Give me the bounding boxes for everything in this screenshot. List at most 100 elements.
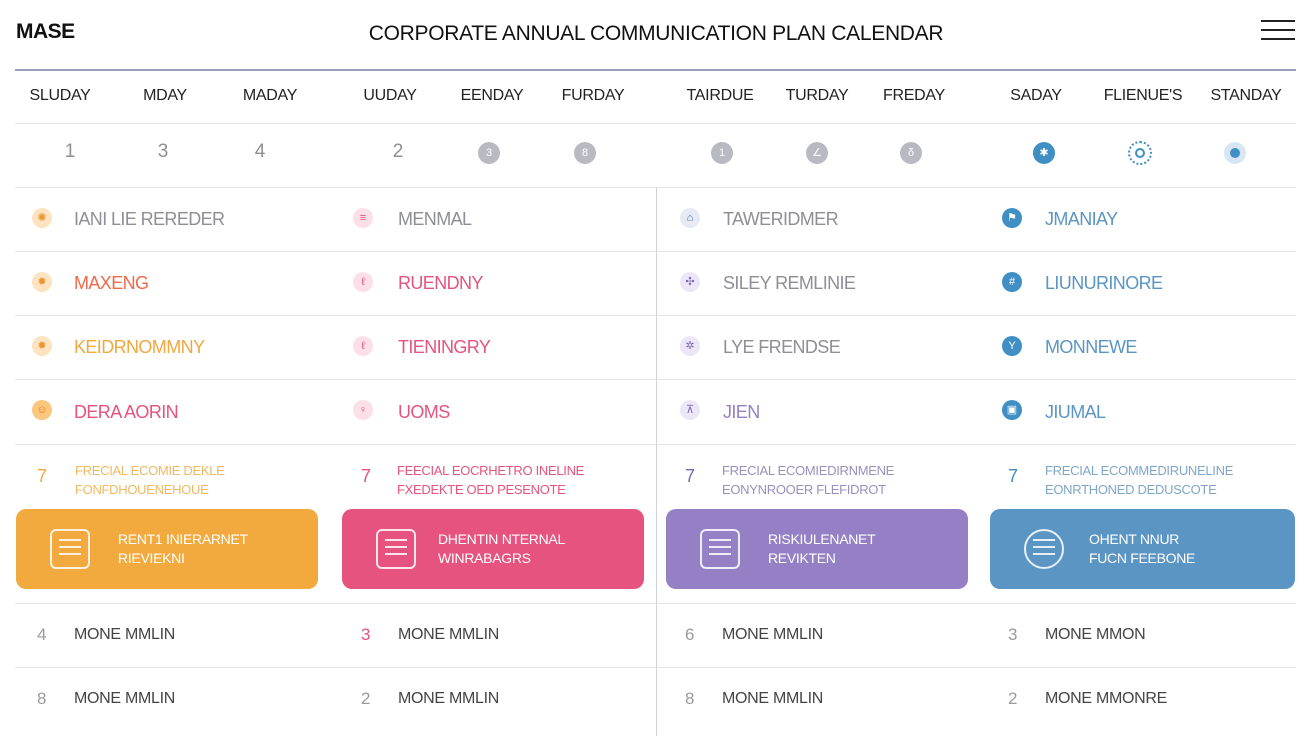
event-label: RUENDNY [398,273,483,293]
row-divider [15,315,1296,316]
hash-icon: # [1002,272,1022,292]
event-item[interactable]: ⌂ TAWERIDMER [680,188,980,252]
row-divider [15,603,1296,604]
page-title: CORPORATE ANNUAL COMMUNICATION PLAN CALE… [368,22,944,45]
month-item[interactable]: MONE MMLIN [722,626,824,643]
month-item[interactable]: MONE MMLIN [74,690,176,707]
cup-icon: Y [1002,336,1022,356]
event-item[interactable]: ⚑ JMANIAY [1002,188,1302,252]
row-divider [15,187,1296,188]
event-label: JMANIAY [1045,209,1118,229]
hamburger-menu-icon[interactable] [1261,20,1295,42]
month-number: 8 [685,689,695,708]
sparkle-icon[interactable] [1224,142,1246,164]
card-subtitle: REVIKTEN [768,550,836,566]
note-number: 7 [37,466,48,486]
day-label: MDAY [143,87,187,104]
day-dot-icon[interactable]: 8 [574,142,596,164]
campaign-card[interactable]: OHENT NNUR FUCN FEEBONE [990,509,1295,589]
day-header-row: SLUDAY MDAY MADAY UUDAY EENDAY FURDAY TA… [0,71,1312,123]
month-item[interactable]: MONE MMONRE [1045,690,1168,707]
note-line: FRECIAL ECOMIEDIRNMENE [722,463,895,478]
month-item[interactable]: MONE MMLIN [398,690,500,707]
note-text: FRECIAL ECOMIEDIRNMENE EONYNROOER FLEFID… [722,461,982,499]
event-item[interactable]: ℓ TIENINGRY [353,316,653,380]
row-divider [15,123,1296,124]
month-item[interactable]: MONE MMLIN [74,626,176,643]
event-item[interactable]: ✹ MAXENG [32,252,332,316]
event-label: JIUMAL [1045,402,1106,422]
event-item[interactable]: ✺ IANI LIE REREDER [32,188,332,252]
event-label: DERA AORIN [74,402,179,422]
day-label: FLIENUE'S [1103,87,1183,104]
day-number[interactable]: 1 [64,141,76,162]
event-label: LYE FRENDSE [723,337,841,357]
event-item[interactable]: ⊼ JIEN [680,380,980,444]
month-row: 4 MONE MMLIN 3 MONE MMLIN 6 MONE MMLIN 3… [0,604,1312,666]
campaign-card[interactable]: DHENTIN NTERNAL WINRABAGRS [342,509,644,589]
day-label: MADAY [242,87,298,104]
day-dot-icon[interactable]: 1 [711,142,733,164]
campaign-card[interactable]: RENT1 INIERARNET RIEVIEKNI [16,509,318,589]
event-row: ✺ IANI LIE REREDER ≡ MENMAL ⌂ TAWERIDMER… [0,188,1312,252]
face-icon: ☺ [32,400,52,420]
month-number: 6 [685,625,695,644]
note-number: 7 [361,466,372,486]
card-subtitle: RIEVIEKNI [118,550,185,566]
day-label: TURDAY [785,87,849,104]
event-item[interactable]: ℓ RUENDNY [353,252,653,316]
row-divider [15,251,1296,252]
event-label: MAXENG [74,273,149,293]
day-number[interactable]: 4 [254,141,266,162]
note-number: 7 [1008,466,1019,486]
event-item[interactable]: ☺ DERA AORIN [32,380,332,444]
month-item[interactable]: MONE MMLIN [722,690,824,707]
event-item[interactable]: Y MONNEWE [1002,316,1302,380]
card-title: DHENTIN NTERNAL [438,531,565,547]
day-dot-icon[interactable]: ∠ [806,142,828,164]
event-item[interactable]: # LIUNURINORE [1002,252,1302,316]
day-label: EENDAY [460,87,524,104]
campaign-card[interactable]: RISKIULENANET REVIKTEN [666,509,968,589]
box-icon: ▣ [1002,400,1022,420]
note-line: FONFDHOUENEHOUE [75,482,209,497]
day-label: FREDAY [883,87,945,104]
month-item[interactable]: MONE MMLIN [398,626,500,643]
chart-icon: ⊼ [680,400,700,420]
day-dot-icon[interactable]: δ [900,142,922,164]
document-icon [376,529,416,569]
day-number[interactable]: 3 [157,141,169,162]
card-subtitle: WINRABAGRS [438,550,531,566]
calendar-icon [50,529,90,569]
card-title: OHENT NNUR [1089,531,1180,547]
day-label: TAIRDUE [686,87,754,104]
event-item[interactable]: ✣ SILEY REMLINIE [680,252,980,316]
gear-icon: ✹ [32,336,52,356]
newsletter-icon [700,529,740,569]
day-label: SADAY [1010,87,1062,104]
month-number: 3 [1008,625,1018,644]
day-label: FURDAY [561,87,625,104]
month-item[interactable]: MONE MMON [1045,626,1146,643]
event-item[interactable]: ♀ UOMS [353,380,653,444]
status-dot-icon[interactable]: ✱ [1033,142,1055,164]
event-item[interactable]: ✹ KEIDRNOMMNY [32,316,332,380]
brand-logo[interactable]: MASE [16,20,75,43]
event-row: ✹ MAXENG ℓ RUENDNY ✣ SILEY REMLINIE # LI… [0,252,1312,316]
event-item[interactable]: ≡ MENMAL [353,188,653,252]
date-indicator-row: 1 3 4 2 3 8 1 ∠ δ ✱ [0,124,1312,187]
pin-icon: ℓ [353,336,373,356]
day-number[interactable]: 2 [392,141,404,162]
home-icon: ⌂ [680,208,700,228]
event-item[interactable]: ✲ LYE FRENDSE [680,316,980,380]
event-item[interactable]: ▣ JIUMAL [1002,380,1302,444]
note-line: EONYNROOER FLEFIDROT [722,482,886,497]
event-label: MENMAL [398,209,472,229]
card-text: OHENT NNUR FUCN FEEBONE [1089,530,1279,568]
settings-gear-icon[interactable] [1128,141,1152,165]
note-line: FEECIAL EOCRHETRO INELINE [397,463,585,478]
location-icon: ♀ [353,400,373,420]
day-dot-icon[interactable]: 3 [478,142,500,164]
event-label: MONNEWE [1045,337,1137,357]
month-number: 4 [37,625,47,644]
